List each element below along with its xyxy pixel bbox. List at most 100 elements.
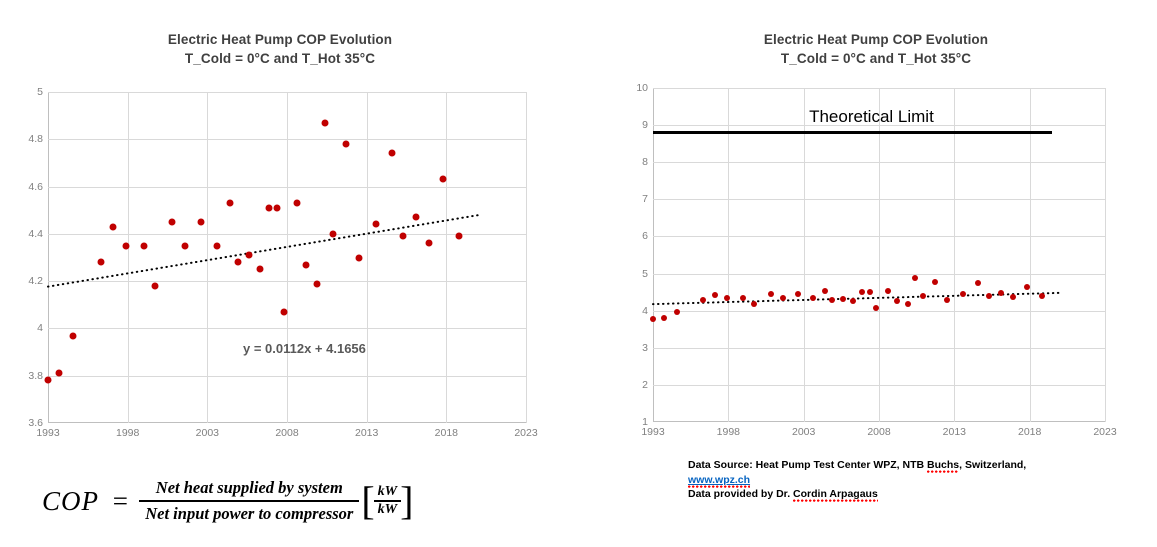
scatter-point [779, 294, 786, 301]
scatter-point [960, 291, 967, 298]
right-chart-title: Electric Heat Pump COP Evolution T_Cold … [636, 30, 1116, 68]
y-axis-tick-label: 4 [642, 304, 648, 317]
data-provider-name: Cordin Arpagaus [793, 488, 878, 502]
scatter-point [265, 204, 273, 212]
scatter-point [985, 293, 992, 300]
scatter-point [181, 242, 189, 250]
scatter-point [412, 213, 420, 221]
scatter-point [256, 265, 264, 273]
scatter-point [109, 223, 117, 231]
y-axis-tick-label: 7 [642, 193, 648, 206]
scatter-point [711, 291, 718, 298]
y-axis-tick-label: 2 [642, 378, 648, 391]
y-axis-tick-label: 5 [642, 267, 648, 280]
cop-formula-denominator: Net input power to compressor [145, 504, 354, 523]
cop-formula-units: [ kW kW ] [361, 478, 413, 523]
scatter-point [740, 294, 747, 301]
scatter-point [245, 251, 253, 259]
y-axis-tick-label: 3.6 [28, 417, 43, 429]
data-source-block: Data Source: Heat Pump Test Center WPZ, … [688, 458, 1026, 502]
scatter-point [197, 218, 205, 226]
scatter-point [866, 288, 873, 295]
scatter-point [809, 294, 816, 301]
scatter-point [850, 298, 857, 305]
scatter-point [151, 282, 159, 290]
data-source-text-c: , Switzerland, [959, 459, 1027, 471]
gridline-vertical [526, 92, 527, 423]
scatter-point [794, 290, 801, 297]
scatter-point [912, 275, 919, 282]
y-axis-tick-label: 3.8 [28, 369, 43, 382]
gridline-vertical [366, 92, 368, 423]
x-axis-tick-label: 1998 [716, 426, 741, 438]
cop-formula-equals: = [111, 485, 130, 516]
y-axis-tick-label: 5 [37, 86, 43, 98]
theoretical-limit-line [653, 130, 1053, 135]
data-source-line-3: Data provided by Dr. Cordin Arpagaus [688, 487, 1026, 502]
y-axis-tick-label: 4.4 [28, 227, 43, 240]
scatter-point [213, 242, 221, 250]
gridline-vertical [207, 92, 209, 423]
scatter-point [919, 292, 926, 299]
left-plot-area: 3.6 3.8 4 4.2 4.4 4.6 4.8 5 1993 1998 2003 2008 2013… [28, 86, 537, 439]
scatter-point [234, 258, 242, 266]
scatter-point [321, 119, 329, 127]
scatter-point [943, 296, 950, 303]
scatter-point [342, 140, 350, 148]
scatter-point [931, 278, 938, 285]
trendline [652, 291, 1061, 306]
x-axis-tick-label: 2023 [1093, 426, 1117, 438]
cop-formula-cop: COP [42, 485, 99, 516]
scatter-point [313, 280, 321, 287]
wpz-website-link[interactable]: www.wpz.ch [688, 473, 751, 488]
bracket-open: [ [361, 478, 375, 523]
scatter-point [904, 300, 911, 307]
cop-formula-bar [139, 500, 360, 502]
unit-bar [373, 500, 402, 502]
y-axis-tick-label: 1 [642, 416, 648, 428]
y-axis-tick-label: 4.8 [28, 133, 43, 146]
scatter-point [674, 308, 681, 315]
trendline-equation-label: y = 0.0112x + 4.1656 [243, 341, 366, 356]
scatter-point [1038, 293, 1045, 300]
scatter-point [44, 376, 52, 384]
data-source-text-buchs: Buchs [927, 459, 960, 473]
y-axis-tick-label: 4.2 [28, 275, 43, 288]
scatter-point [388, 149, 396, 157]
scatter-point [168, 218, 176, 226]
right-chart-panel: Electric Heat Pump COP Evolution T_Cold … [578, 0, 1157, 547]
scatter-point [293, 199, 301, 207]
left-y-axis [48, 92, 49, 423]
gridline-vertical [127, 92, 129, 423]
scatter-point [650, 315, 656, 322]
scatter-point [699, 297, 706, 304]
scatter-point [750, 300, 757, 307]
y-axis-tick-label: 6 [642, 230, 648, 243]
gridline-vertical [879, 88, 880, 422]
x-axis-tick-label: 2003 [195, 427, 220, 439]
right-chart-title-line2: T_Cold = 0°C and T_Hot 35°C [780, 51, 972, 66]
scatter-point [839, 296, 846, 303]
scatter-point [821, 287, 828, 294]
data-source-line-1: Data Source: Heat Pump Test Center WPZ, … [688, 458, 1026, 473]
scatter-point [302, 261, 310, 269]
scatter-point [329, 230, 337, 238]
scatter-point [273, 204, 281, 212]
left-chart-title: Electric Heat Pump COP Evolution T_Cold … [0, 30, 560, 68]
right-y-axis [653, 88, 654, 422]
scatter-point [399, 232, 407, 240]
y-axis-tick-label: 3 [642, 341, 648, 354]
y-axis-tick-label: 10 [636, 82, 648, 94]
gridline-vertical [287, 92, 288, 423]
scatter-point [1023, 284, 1030, 291]
gridline-vertical [954, 88, 956, 422]
scatter-point [280, 308, 288, 316]
gridline-vertical [1105, 88, 1106, 422]
scatter-point [140, 242, 148, 250]
scatter-point [885, 287, 892, 294]
x-axis-tick-label: 2018 [1017, 426, 1042, 438]
x-axis-tick-label: 1998 [115, 427, 140, 439]
x-axis-tick-label: 1993 [36, 427, 60, 439]
scatter-point [1010, 294, 1017, 301]
right-chart-title-line1: Electric Heat Pump COP Evolution [763, 32, 989, 47]
